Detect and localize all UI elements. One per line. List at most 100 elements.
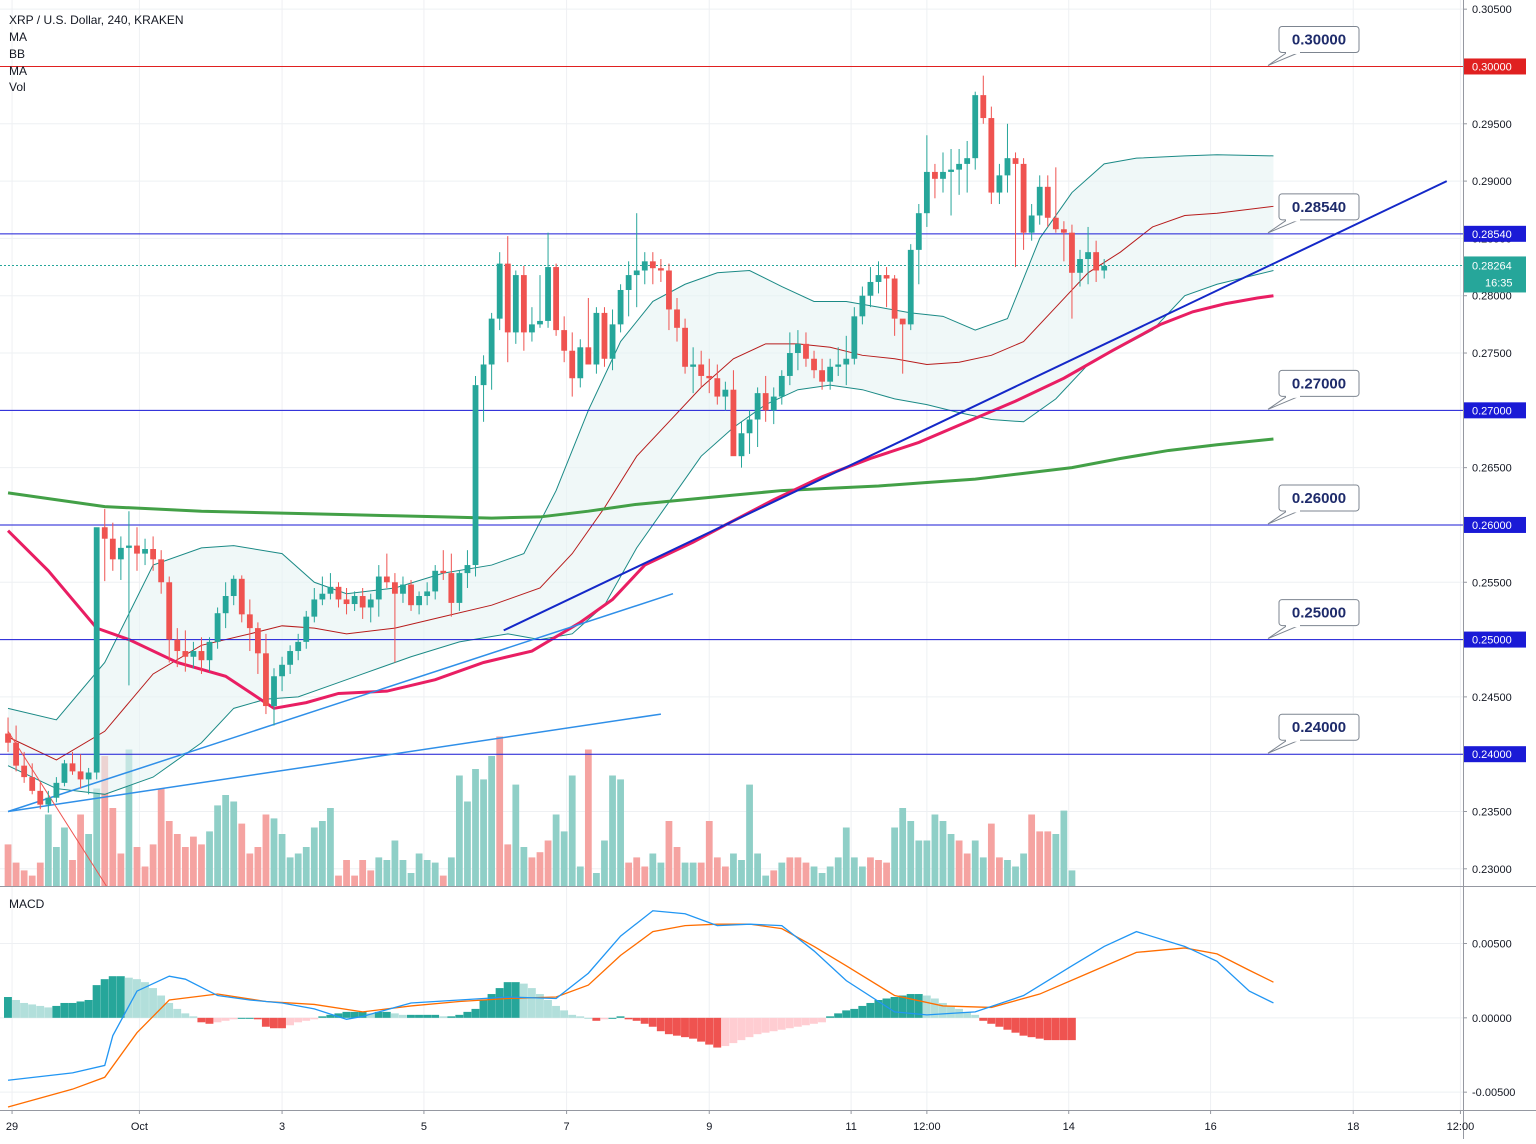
volume-bar: [568, 775, 576, 886]
macd-histogram-bar: [1051, 1017, 1060, 1041]
macd-histogram-bar: [544, 999, 552, 1018]
volume-bar: [738, 860, 745, 886]
candle-body: [319, 593, 326, 600]
candlesticks: [5, 75, 1108, 813]
volume-bar: [786, 857, 794, 886]
volume-bar: [875, 860, 882, 886]
level-0.28540-price-tag: [1464, 225, 1526, 242]
candle-body: [722, 389, 729, 397]
candle-body: [29, 777, 36, 791]
macd-histogram-bar: [447, 1016, 456, 1018]
indicator-ma-label[interactable]: MA: [9, 30, 27, 44]
candle-body: [1077, 259, 1083, 273]
time-tick-label: 5: [421, 1121, 427, 1133]
macd-label[interactable]: MACD: [9, 897, 45, 911]
macd-histogram-bar: [681, 1017, 689, 1038]
candle-body: [93, 527, 100, 773]
candle-body: [464, 565, 471, 574]
axis-background: [1463, 0, 1536, 1139]
macd-histogram-bar: [374, 1011, 383, 1018]
volume-bar: [665, 821, 673, 886]
macd-histogram-bar: [866, 1002, 875, 1018]
macd-histogram-bar: [1067, 1017, 1076, 1041]
candle-body: [811, 358, 817, 371]
indicator-bb-label[interactable]: BB: [9, 47, 25, 61]
volume-bar: [302, 847, 310, 886]
macd-histogram-bar: [382, 1011, 391, 1018]
volume-bar: [464, 801, 471, 886]
volume-bar: [1004, 860, 1011, 886]
volume-bar: [133, 847, 141, 886]
volume-bar: [456, 775, 463, 886]
volume-bar: [883, 862, 890, 886]
macd-histogram-bar: [269, 1017, 278, 1029]
volume-bar: [963, 853, 971, 886]
macd-histogram-bar: [656, 1017, 665, 1032]
symbol-title[interactable]: XRP / U.S. Dollar, 240, KRAKEN: [9, 13, 184, 27]
indicator-vol-label[interactable]: Vol: [9, 80, 26, 94]
level-callouts: 0.30000 0.28540 0.27000 0.26000 0.25000 0.240…: [1267, 25, 1360, 754]
volume-bar: [447, 857, 455, 886]
volume-bar: [859, 866, 866, 886]
macd-tick-label: 0.00500: [1472, 938, 1512, 950]
candle-body: [891, 278, 898, 319]
candle-body: [915, 213, 922, 250]
macd-histogram-bar: [858, 1005, 867, 1018]
macd-histogram-bar: [769, 1017, 778, 1032]
volume-bar: [947, 834, 955, 886]
volume-bar: [834, 857, 842, 886]
volume-bar: [794, 857, 802, 886]
light-lower-trendline: [7, 713, 662, 813]
candle-body: [440, 570, 447, 574]
time-tick-label: 16: [1204, 1121, 1216, 1133]
macd-histogram-bar: [640, 1017, 649, 1024]
volume-bar: [318, 821, 326, 886]
macd-histogram-bar: [1027, 1017, 1036, 1038]
volume-bar: [754, 853, 761, 886]
macd-histogram-bar: [407, 1014, 415, 1018]
candle-body: [932, 171, 938, 179]
candle-body: [254, 628, 261, 654]
volume-bar: [85, 834, 93, 886]
volume-bar: [705, 821, 713, 886]
macd-histogram-bar: [842, 1010, 851, 1018]
level-0.24000-callout-box: [1278, 713, 1360, 741]
price-tick-label: 0.23500: [1472, 806, 1512, 818]
volume-bar: [206, 831, 213, 886]
macd-histogram-bar: [471, 1008, 480, 1018]
candle-body: [21, 765, 28, 778]
macd-histogram-bar: [302, 1017, 311, 1021]
price-tags: 0.30000 0.28540 0.27000 0.26000 0.25000 0.240…: [1464, 58, 1526, 763]
volume-bar: [713, 857, 721, 886]
volume-bar: [657, 862, 665, 886]
volume-bar: [20, 870, 28, 886]
volume-bar: [335, 875, 342, 886]
volume-bar: [165, 821, 173, 886]
candle-body: [400, 584, 406, 594]
macd-histogram-bar: [149, 988, 157, 1018]
volume-bar: [61, 827, 68, 886]
candle-body: [109, 538, 116, 560]
macd-histogram-bar: [810, 1017, 818, 1024]
bb-fill: [8, 154, 1274, 795]
candle-body: [553, 267, 560, 331]
volume-bar: [415, 853, 423, 886]
volume-bar: [544, 840, 552, 886]
time-axis[interactable]: 29 Oct 3 5 7 9 11 12:00 14 16 18 12:00: [6, 1110, 1474, 1133]
time-tick-label: 14: [1063, 1121, 1075, 1133]
indicator-ma2-label[interactable]: MA: [9, 64, 27, 78]
macd-histogram-bar: [197, 1017, 206, 1023]
volume-bar: [1028, 814, 1036, 886]
macd-histogram-bar: [415, 1014, 423, 1018]
level-0.30000-callout-label: 0.30000: [1292, 31, 1346, 48]
level-0.26000-callout-box: [1278, 484, 1360, 512]
candle-body: [311, 599, 318, 617]
macd-histogram-bar: [648, 1017, 657, 1027]
volume-bar: [689, 862, 697, 886]
macd-histogram-bar: [890, 997, 899, 1018]
level-0.30000-price-tag-label: 0.30000: [1472, 61, 1512, 73]
candle-body: [456, 573, 463, 603]
time-tick-label: 3: [279, 1121, 285, 1133]
